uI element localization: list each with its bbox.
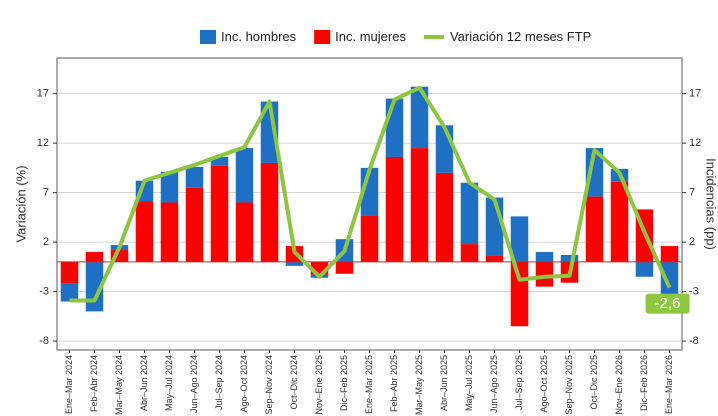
line-series [69,85,672,303]
bar [535,252,554,262]
x-tick-label: Ene–Mar 2024 [64,355,74,414]
legend-label: Variación 12 meses FTP [450,29,591,44]
x-tick-label: Dic–Feb 2026 [639,355,649,411]
y-tick-label: 17 [37,88,49,100]
x-tick-label: Ene–Mar 2025 [364,355,374,414]
x-tick-label: Sep–Nov 2024 [264,355,274,415]
x-tick-label: Abr–Jun 2024 [139,355,149,411]
bar [635,261,654,277]
x-tick-label: May–Jul 2024 [164,355,174,411]
x-tick-label: Feb–Abr 2025 [389,355,399,412]
bar [235,202,254,262]
legend-swatch [200,30,216,44]
y2-axis-label: Incidencias (pp) [704,158,718,250]
bar [410,148,429,262]
y-tick-label: -8 [39,335,49,347]
x-tick-label: Abr–Jun 2025 [439,355,449,411]
bar [160,171,179,203]
y-tick-label: 12 [37,137,49,149]
x-tick-label: Nov–Ene 2025 [314,355,324,415]
bar [185,187,204,262]
bar [235,148,254,203]
bar [185,166,204,188]
x-tick-label: Ene–Mar 2026 [664,355,674,414]
bar [410,86,429,149]
bar [460,182,479,245]
y2-tick-label: 12 [689,137,701,149]
y2-tick-label: -8 [689,335,699,347]
bar [560,254,579,262]
bar [485,255,504,262]
bar [60,261,79,284]
bar [210,165,229,262]
bar [210,156,229,166]
x-tick-label: Oct–Dic 2025 [589,355,599,410]
x-tick-label: Ago–Oct 2025 [539,355,549,413]
y2-tick-label: 17 [689,88,701,100]
bar [660,246,679,262]
bar [160,202,179,262]
annotation-box [645,293,690,314]
bar [660,261,679,302]
x-tick-label: May–Jul 2025 [464,355,474,411]
bar [385,98,404,157]
legend-swatch [314,30,331,44]
x-tick-label: Jun–Ago 2024 [189,355,199,413]
bar [85,252,104,262]
bar [385,156,404,262]
legend-label: Inc. mujeres [335,29,406,44]
y-tick-label: 2 [43,236,49,248]
bar [335,261,354,274]
y2-tick-label: 7 [689,187,695,199]
x-tick-label: Mar–May 2025 [414,355,424,415]
y-tick-label: -3 [39,286,49,298]
bar [510,216,529,262]
annotation: -2,6 [655,295,681,312]
bar [260,162,279,262]
x-tick-label: Oct–Dic 2024 [289,355,299,410]
y-axis-label: Variación (%) [13,165,28,242]
bar [135,201,154,262]
legend-label: Inc. hombres [221,29,297,44]
bar [535,261,554,287]
bar [360,215,379,262]
y2-tick-label: 2 [689,236,695,248]
bar [485,197,504,256]
bar [60,283,79,302]
bar [460,244,479,262]
bar [585,196,604,262]
x-tick-label: Nov–Ene 2026 [614,355,624,415]
x-tick-label: Jun–Ago 2025 [489,355,499,413]
x-tick-label: Ago–Oct 2024 [239,355,249,413]
y2-tick-label: -3 [689,286,699,298]
bar [435,172,454,262]
x-tick-label: Dic–Feb 2025 [339,355,349,411]
y-tick-label: 7 [43,187,49,199]
x-tick-label: Jul–Sep 2025 [514,355,524,410]
bar [510,261,529,327]
x-tick-label: Sep–Nov 2025 [564,355,574,415]
x-tick-label: Mar–May 2024 [114,355,124,415]
x-tick-label: Feb–Abr 2024 [89,355,99,412]
bar [110,250,129,262]
bar [585,148,604,197]
bar [435,125,454,173]
x-tick-label: Jul–Sep 2024 [214,355,224,410]
bar [610,181,629,262]
bar [285,261,304,266]
